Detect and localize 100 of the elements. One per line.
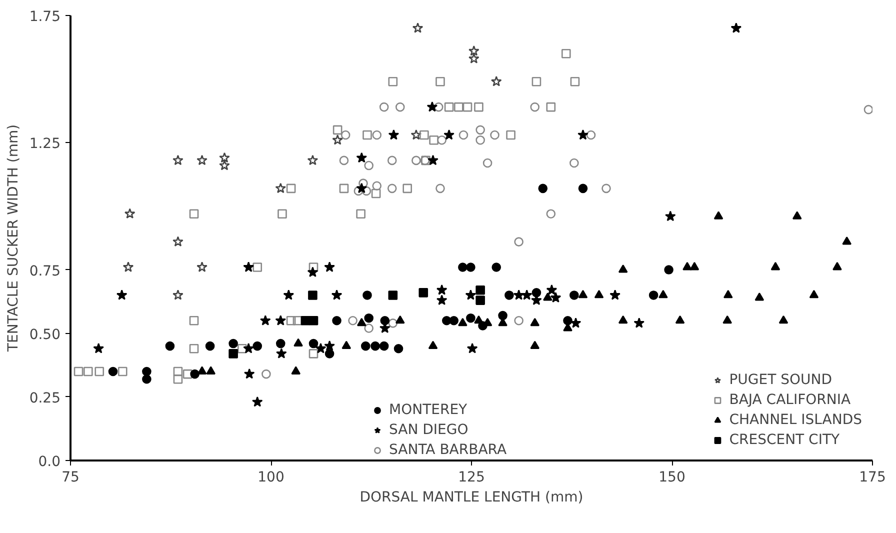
point <box>387 156 397 166</box>
point <box>578 290 588 298</box>
point <box>342 340 352 350</box>
point <box>498 310 508 320</box>
point <box>395 315 405 324</box>
legend-label: SANTA BARBARA <box>389 441 507 459</box>
point <box>465 290 476 300</box>
x-tick-label: 100 <box>258 470 284 486</box>
point <box>370 341 380 351</box>
point <box>561 48 571 58</box>
point <box>462 102 472 112</box>
point <box>83 366 93 376</box>
point <box>332 316 342 326</box>
point <box>513 290 524 300</box>
point <box>610 290 620 300</box>
point <box>832 262 842 270</box>
point <box>364 313 374 323</box>
point <box>792 211 802 220</box>
point <box>243 262 254 272</box>
point <box>570 290 579 300</box>
point <box>196 262 208 272</box>
y-axis-title: TENTACLE SUCKER WIDTH (mm) <box>5 124 22 353</box>
point <box>730 22 742 33</box>
point <box>458 318 468 326</box>
point <box>578 129 588 140</box>
point <box>602 184 611 194</box>
point <box>436 76 445 86</box>
point <box>420 130 429 140</box>
point <box>262 369 271 379</box>
point <box>664 265 674 274</box>
point <box>412 22 424 33</box>
point <box>380 316 390 326</box>
point <box>682 262 692 270</box>
point <box>294 338 303 346</box>
point <box>308 290 318 300</box>
point <box>332 134 343 145</box>
point <box>348 316 358 326</box>
point <box>543 292 552 301</box>
point <box>809 290 819 298</box>
point <box>260 314 271 326</box>
point <box>490 76 502 86</box>
point <box>228 349 238 358</box>
point <box>395 102 405 112</box>
point <box>219 152 230 163</box>
point <box>252 262 262 272</box>
point <box>172 290 184 300</box>
y-tick-label: 1.25 <box>29 136 60 152</box>
point <box>648 290 658 300</box>
point <box>532 288 542 298</box>
legend-label: MONTEREY <box>389 401 468 419</box>
point <box>364 324 374 333</box>
point <box>74 366 84 376</box>
point <box>530 318 540 326</box>
point <box>190 369 200 379</box>
point <box>437 135 446 145</box>
point <box>173 374 183 384</box>
point <box>770 262 780 270</box>
point <box>530 102 540 112</box>
point <box>356 182 368 194</box>
point <box>276 348 287 358</box>
point <box>94 366 104 376</box>
point <box>196 154 208 166</box>
point <box>514 316 524 326</box>
point <box>124 208 136 219</box>
point <box>275 182 286 194</box>
point <box>458 262 468 272</box>
point <box>570 158 579 168</box>
x-tick-label: 75 <box>62 470 80 486</box>
x-tick-label: 150 <box>658 470 686 486</box>
point <box>339 184 349 194</box>
x-tick-label: 175 <box>859 470 886 486</box>
point <box>429 135 438 145</box>
point <box>371 188 381 198</box>
point <box>428 340 438 350</box>
point <box>182 369 192 379</box>
legend-label: PUGET SOUND <box>729 371 832 389</box>
point <box>331 290 342 300</box>
point <box>286 316 296 326</box>
point <box>563 316 572 326</box>
point <box>300 316 310 326</box>
y-tick-label: 1.75 <box>29 9 60 25</box>
point <box>372 181 382 191</box>
point <box>372 130 382 140</box>
point <box>388 290 398 300</box>
point <box>172 154 184 166</box>
y-tick-label: 0.50 <box>29 326 60 343</box>
point <box>252 341 262 351</box>
point <box>436 284 448 295</box>
point <box>252 396 263 407</box>
point <box>189 316 199 326</box>
point <box>434 102 444 112</box>
point <box>244 368 255 379</box>
point <box>532 76 542 86</box>
point <box>379 102 389 112</box>
point <box>324 340 335 351</box>
point <box>714 211 724 220</box>
point <box>754 292 764 301</box>
point <box>546 284 558 295</box>
point <box>418 288 428 298</box>
point <box>93 342 104 354</box>
